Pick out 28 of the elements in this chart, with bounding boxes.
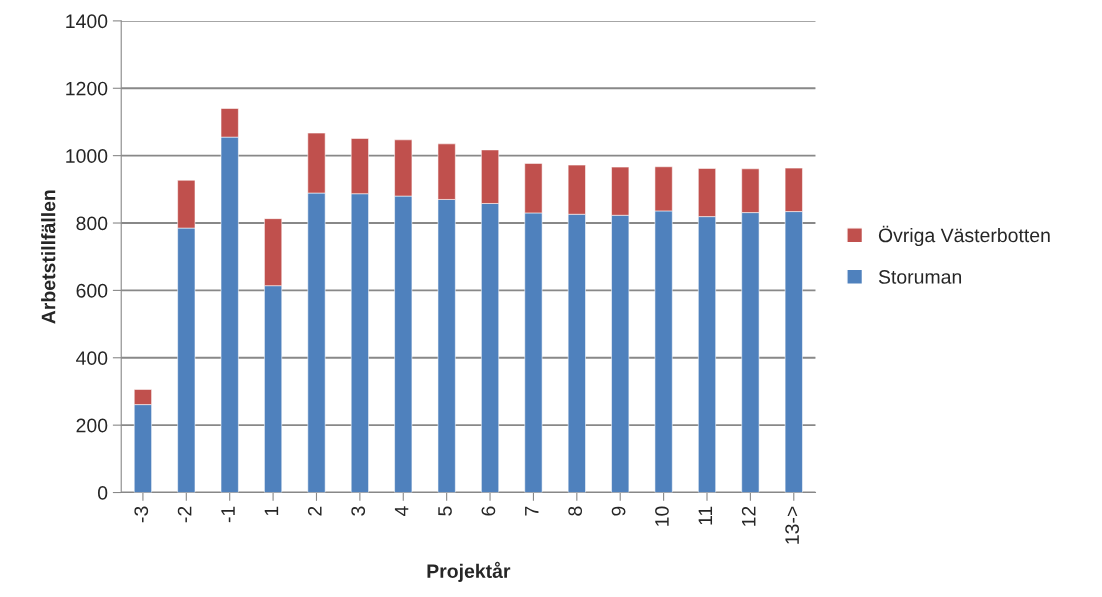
y-tick-label: 1200: [66, 81, 108, 96]
x-tick-label: 6: [481, 506, 496, 516]
x-axis-title: Projektår: [427, 561, 511, 582]
x-tick-label: 7: [525, 506, 539, 516]
y-tick-label: 800: [76, 216, 108, 231]
x-tick-label: -1: [221, 506, 235, 523]
x-tick-label: 9: [611, 506, 626, 516]
x-tick-label: 13->: [785, 506, 799, 544]
legend-label: Storuman: [878, 270, 962, 284]
x-tick-label: 8: [568, 506, 583, 516]
x-tick-label: 2: [307, 506, 322, 516]
y-tick-label: 1400: [66, 14, 108, 29]
x-tick-label: 1: [264, 506, 279, 516]
y-axis-title: Arbetstillfällen: [41, 190, 56, 324]
y-tick-label: 200: [76, 418, 108, 433]
x-tick-label: -2: [177, 506, 192, 523]
y-tick-label: 0: [97, 485, 108, 500]
y-tick-label: 1000: [66, 149, 108, 163]
y-tick-label: 600: [76, 283, 108, 298]
x-tick-label: 11: [698, 506, 713, 525]
x-tick-label: 12: [741, 506, 756, 526]
x-tick-label: -3: [134, 506, 149, 523]
x-tick-label: 4: [394, 506, 409, 517]
legend-label: Övriga Västerbotten: [878, 225, 1050, 247]
y-tick-label: 400: [76, 351, 108, 366]
x-tick-label: 5: [438, 506, 452, 516]
x-tick-label: 10: [655, 506, 669, 526]
x-tick-label: 3: [351, 506, 366, 516]
